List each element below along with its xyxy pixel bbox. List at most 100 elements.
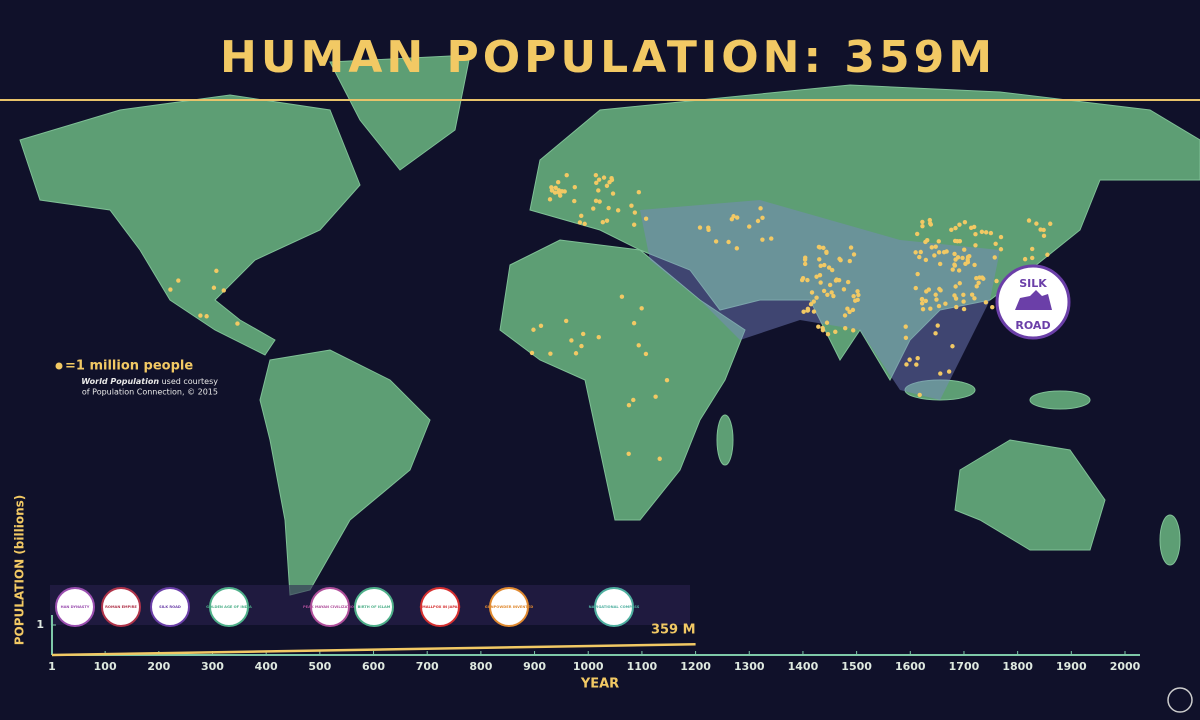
dot: [961, 299, 966, 304]
current-label: 359 M: [651, 623, 696, 638]
event-badge: [594, 587, 634, 627]
x-tick-label: 800: [469, 660, 492, 673]
dot: [936, 239, 941, 244]
event-label: SILK ROAD: [159, 605, 181, 609]
dot: [993, 241, 998, 247]
event-label: GOLDEN AGE OF INDIA: [206, 605, 252, 609]
credit-rest: used courtesy: [162, 377, 219, 386]
dot: [726, 239, 731, 245]
dot: [831, 293, 836, 299]
dot: [626, 451, 631, 457]
dot: [841, 287, 847, 292]
dot: [967, 253, 972, 259]
event-label: SMALLPOX IN JAPAN: [420, 605, 461, 609]
dot: [952, 262, 957, 267]
dot: [607, 179, 612, 185]
dot: [636, 343, 641, 348]
dot: [845, 306, 850, 311]
dot: [917, 254, 922, 260]
dot: [933, 244, 938, 249]
dot: [826, 265, 832, 270]
dot: [850, 307, 856, 313]
dot: [758, 206, 763, 211]
dot: [548, 351, 553, 356]
dot: [907, 357, 912, 362]
dot: [955, 255, 961, 260]
dot: [769, 236, 774, 241]
x-tick-label: 400: [255, 660, 278, 673]
dot: [961, 306, 967, 312]
dot: [573, 351, 579, 356]
dot: [653, 394, 658, 399]
dot: [913, 250, 918, 255]
dot: [577, 220, 583, 225]
dot: [697, 225, 703, 230]
dot: [760, 215, 765, 220]
dot: [816, 324, 821, 329]
dot: [629, 203, 634, 208]
dot: [855, 297, 860, 303]
australia: [954, 439, 1106, 551]
dot: [937, 286, 942, 292]
dot: [221, 288, 226, 293]
dot: [817, 257, 822, 262]
dot: [851, 293, 856, 299]
dot: [579, 343, 584, 349]
dot: [596, 188, 601, 193]
dot: [856, 292, 861, 298]
dot: [943, 301, 948, 306]
dot: [842, 313, 848, 318]
dot: [1034, 221, 1039, 226]
dot: [953, 296, 959, 301]
event-badge: [150, 587, 190, 627]
dot: [552, 190, 558, 195]
dot: [631, 222, 637, 227]
dot: [950, 344, 955, 349]
dot: [706, 225, 711, 230]
dot: [848, 245, 854, 250]
dot: [973, 243, 978, 248]
dot: [968, 225, 974, 230]
south-america: [259, 349, 431, 596]
dot: [600, 219, 606, 225]
dot: [626, 402, 632, 408]
population-line: [51, 642, 696, 657]
dot: [538, 323, 544, 328]
dot: [914, 231, 920, 237]
dot: [632, 210, 638, 215]
dot: [829, 290, 834, 295]
dot: [913, 285, 918, 291]
silk-road-region: [640, 200, 1000, 400]
dot: [555, 179, 561, 185]
x-tick-label: 1300: [734, 660, 765, 673]
event-badge: [209, 587, 249, 627]
event-label: HAN DYNASTY: [61, 605, 90, 609]
dot: [531, 327, 536, 332]
dot: [923, 257, 929, 263]
x-tick-label: 1: [48, 660, 56, 673]
x-tick-label: 1700: [949, 660, 980, 673]
dot: [820, 325, 825, 331]
dot: [557, 193, 563, 198]
dot: [808, 301, 814, 307]
dot: [957, 281, 962, 286]
dot: [962, 247, 967, 252]
timeline: 1 100 200 300 400 500 600 700 800 900 1000 1100 1200…: [13, 495, 1141, 692]
dot: [615, 208, 621, 213]
dot: [915, 271, 920, 277]
dot: [920, 223, 925, 229]
x-tick-label: 1600: [895, 660, 926, 673]
dot: [994, 278, 999, 284]
population-dots: [168, 172, 1053, 461]
event-badge: [489, 587, 529, 627]
dot: [845, 279, 851, 285]
dot: [572, 184, 577, 190]
greenland: [329, 54, 471, 171]
dot: [955, 239, 960, 244]
credit-line: of Population Connection, © 2015: [82, 388, 218, 397]
dot: [838, 257, 843, 263]
dot: [631, 320, 637, 326]
x-tick-label: 1100: [627, 660, 658, 673]
dot: [928, 306, 933, 311]
dot: [817, 245, 823, 250]
